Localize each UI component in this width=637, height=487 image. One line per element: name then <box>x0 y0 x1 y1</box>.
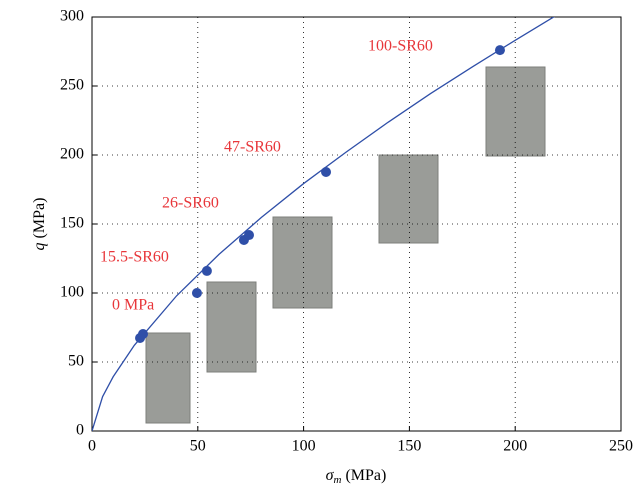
specimen-photo <box>378 154 439 244</box>
fit-line <box>92 17 555 431</box>
x-tick-label: 150 <box>397 438 421 455</box>
annotation: 15.5-SR60 <box>100 249 169 266</box>
data-point <box>191 288 202 298</box>
y-tick-label: 0 <box>76 422 84 439</box>
x-tick-label: 200 <box>503 438 527 455</box>
specimen-photo <box>145 332 191 424</box>
data-point <box>201 265 212 276</box>
annotation: 0 MPa <box>112 297 154 314</box>
y-tick-label: 200 <box>60 146 84 163</box>
y-tick-label: 50 <box>68 353 84 370</box>
specimen-photo <box>272 216 333 309</box>
annotation: 47-SR60 <box>224 139 281 156</box>
y-tick-label: 250 <box>60 77 84 94</box>
data-point <box>494 45 505 56</box>
data-point <box>244 230 255 241</box>
annotation: 26-SR60 <box>162 195 219 212</box>
x-axis-label: σm (MPa) <box>326 467 387 486</box>
y-tick-label: 300 <box>60 8 84 25</box>
x-tick-label: 0 <box>88 438 96 455</box>
data-point <box>137 328 148 339</box>
y-tick-label: 100 <box>60 284 84 301</box>
specimen-photo <box>485 66 546 157</box>
annotation: 100-SR60 <box>368 38 433 55</box>
plot-frame <box>91 16 622 432</box>
y-axis-label: q(MPa) <box>31 198 48 251</box>
x-tick-label: 50 <box>190 438 206 455</box>
x-tick-label: 100 <box>292 438 316 455</box>
x-tick-label: 250 <box>609 438 633 455</box>
specimen-photo <box>206 281 257 373</box>
y-tick-label: 150 <box>60 215 84 232</box>
data-point <box>321 166 332 177</box>
